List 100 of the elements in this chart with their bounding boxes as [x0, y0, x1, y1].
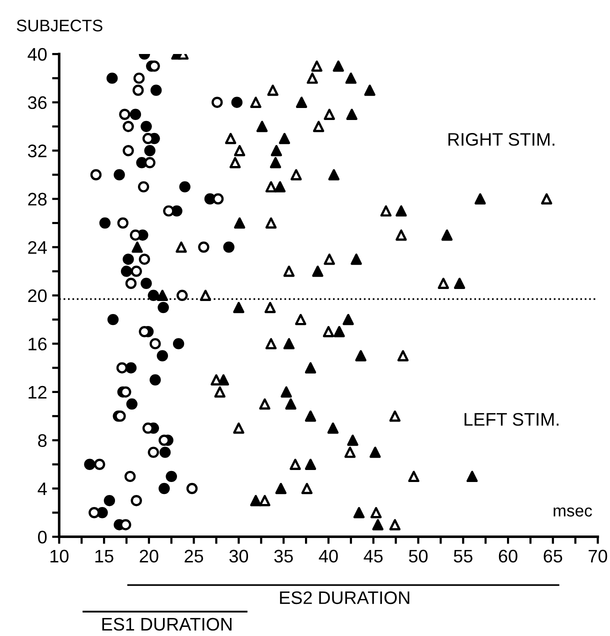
- point: [389, 410, 401, 422]
- x-tick-label: 15: [95, 550, 114, 563]
- point: [474, 193, 486, 204]
- x-tick-label: 25: [184, 550, 204, 563]
- point: [140, 278, 152, 289]
- point: [259, 398, 270, 410]
- y-tick-label: 32: [28, 144, 46, 158]
- point: [285, 398, 296, 410]
- point: [264, 302, 276, 314]
- point: [172, 338, 184, 350]
- point: [120, 266, 132, 277]
- point: [250, 96, 262, 108]
- point: [159, 446, 171, 458]
- y-tick-label: 24: [28, 241, 47, 254]
- point: [158, 302, 169, 314]
- x-tick-label: 60: [498, 550, 518, 563]
- x-tick-label: 55: [454, 550, 472, 563]
- point: [290, 169, 302, 180]
- point: [84, 458, 96, 470]
- point: [130, 266, 142, 277]
- point: [233, 302, 244, 314]
- point: [230, 157, 241, 168]
- point: [116, 362, 128, 374]
- point: [94, 458, 106, 470]
- point: [114, 169, 125, 180]
- point: [234, 217, 246, 229]
- y-tick-label: 28: [28, 192, 47, 206]
- point: [104, 494, 116, 506]
- point: [270, 144, 282, 156]
- point: [334, 326, 345, 338]
- point: [441, 229, 453, 241]
- point: [132, 84, 144, 96]
- point: [122, 254, 134, 265]
- point: [250, 494, 262, 506]
- point: [176, 242, 187, 253]
- point: [133, 72, 145, 84]
- point: [265, 217, 277, 229]
- x-tick-label: 35: [274, 550, 293, 563]
- point: [306, 72, 318, 84]
- point: [125, 278, 137, 289]
- y-tick-label: 4: [38, 482, 47, 496]
- point: [138, 181, 150, 192]
- point: [132, 242, 143, 253]
- point: [265, 338, 277, 350]
- y-tick-label: 36: [28, 96, 47, 110]
- point: [198, 242, 210, 253]
- point: [156, 290, 168, 302]
- point: [179, 181, 190, 192]
- point: [283, 338, 295, 350]
- point: [389, 519, 401, 530]
- point: [353, 507, 365, 518]
- point: [324, 254, 335, 265]
- point: [541, 193, 552, 204]
- point: [107, 314, 119, 326]
- point: [454, 278, 466, 289]
- point: [158, 482, 170, 494]
- point: [380, 205, 392, 217]
- point: [301, 482, 313, 494]
- point: [144, 144, 156, 156]
- point: [259, 494, 270, 506]
- point: [126, 398, 138, 410]
- x-tick-label: 10: [50, 550, 69, 563]
- point: [328, 169, 340, 180]
- point: [144, 157, 156, 168]
- point: [347, 434, 358, 446]
- point: [148, 290, 160, 302]
- point: [280, 386, 292, 398]
- point: [312, 266, 324, 277]
- point: [138, 254, 150, 265]
- point: [396, 205, 407, 217]
- point: [304, 410, 316, 422]
- point: [466, 470, 478, 482]
- point: [397, 350, 409, 362]
- y-axis-title: SUBJECTS: [16, 20, 102, 32]
- point: [231, 96, 243, 108]
- point: [345, 72, 357, 84]
- point: [234, 144, 246, 156]
- point: [372, 519, 384, 530]
- point: [166, 470, 177, 482]
- point: [270, 157, 282, 168]
- x-axis-title: msec: [554, 507, 592, 517]
- y-tick-label: 8: [38, 434, 47, 447]
- text: ES2 DURATION: [280, 591, 410, 604]
- x-tick-label: 45: [364, 550, 383, 563]
- point: [122, 144, 134, 156]
- point: [274, 181, 286, 192]
- point: [256, 120, 268, 132]
- point: [130, 108, 142, 120]
- point: [290, 458, 301, 470]
- y-tick-label: 12: [28, 386, 46, 399]
- x-tick-label: 30: [229, 550, 248, 563]
- x-tick-label: 20: [140, 550, 158, 563]
- point: [150, 374, 161, 386]
- point: [122, 120, 134, 132]
- point: [304, 458, 316, 470]
- point: [332, 60, 344, 72]
- point: [364, 84, 376, 96]
- point: [355, 350, 366, 362]
- x-tick-label: 70: [588, 550, 608, 563]
- point: [186, 482, 198, 494]
